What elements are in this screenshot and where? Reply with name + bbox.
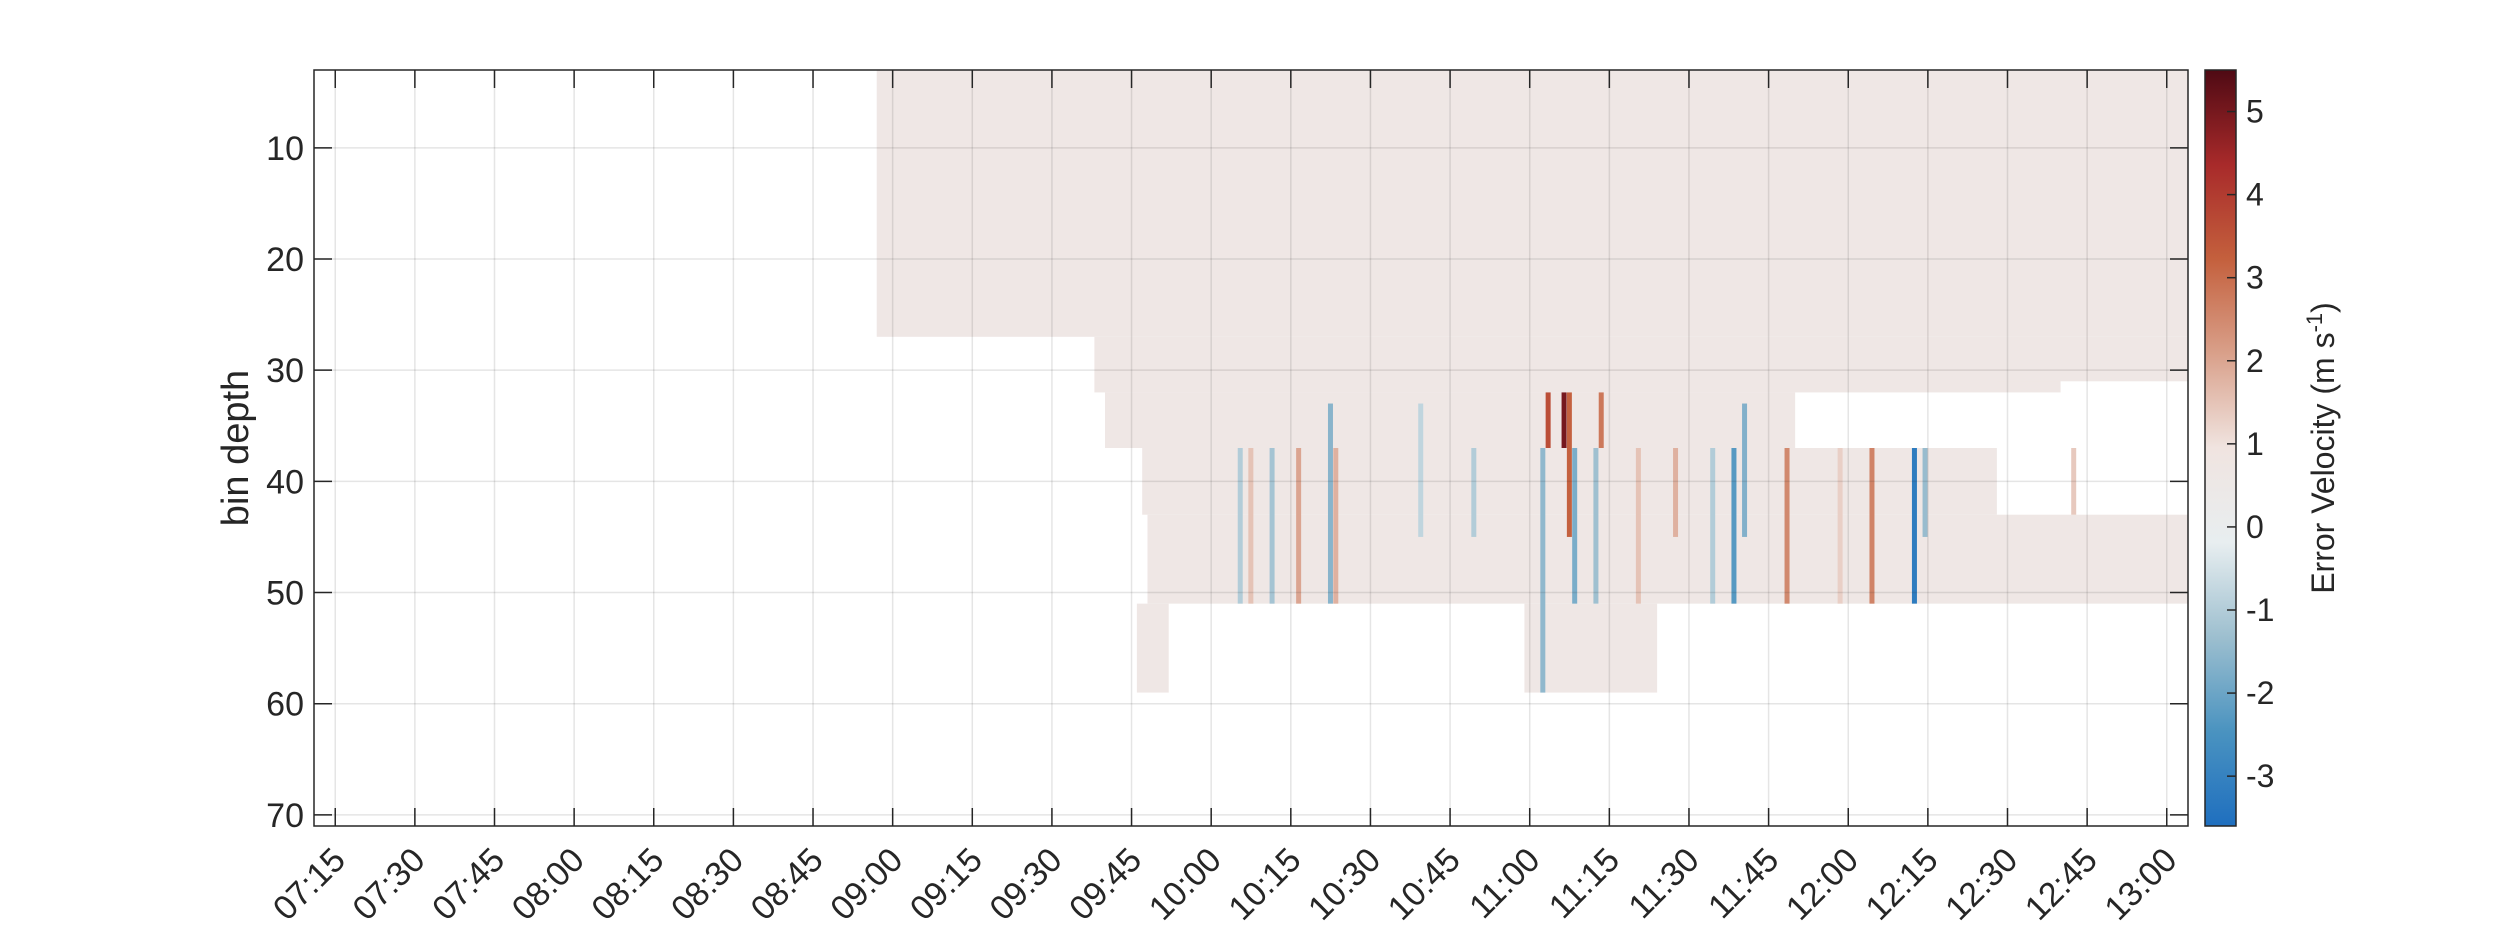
colorbar-tick-label: -1 [2246, 592, 2274, 628]
heatmap-region [1105, 392, 1796, 448]
heatmap-stripe [1471, 448, 1477, 537]
heatmap-stripe [1566, 392, 1572, 537]
y-tick-label: 10 [266, 130, 304, 168]
heatmap-stripe [1327, 403, 1333, 604]
heatmap-stripe [1269, 448, 1275, 604]
x-tick-label: 12:45 [2018, 841, 2105, 928]
heatmap-region [1996, 336, 2188, 382]
x-tick-label: 08:45 [744, 841, 831, 928]
plot-frame [313, 69, 2189, 827]
heatmap-stripe [1540, 448, 1546, 693]
heatmap-stripe [1869, 448, 1875, 604]
heatmap-region [1147, 514, 2188, 604]
heatmap-stripe [1784, 448, 1790, 604]
x-tick-label: 09:45 [1062, 841, 1149, 928]
x-tick-label: 12:15 [1858, 841, 1945, 928]
x-tick-label: 11:30 [1621, 841, 1706, 926]
heatmap-stripe [1561, 392, 1567, 448]
heatmap-stripe [1710, 448, 1716, 604]
x-tick-label: 09:15 [903, 841, 990, 928]
x-tick-label: 09:30 [983, 841, 1070, 928]
heatmap-stripe [1911, 448, 1917, 604]
heatmap-stripe [1598, 392, 1604, 448]
colorbar-tick-label: 3 [2246, 260, 2264, 296]
x-tick-label: 11:45 [1701, 841, 1786, 926]
heatmap-stripe [1837, 448, 1843, 604]
x-tick-label: 07:15 [266, 841, 353, 928]
heatmap-region [1524, 603, 1658, 693]
colorbar-label-main: Error Velocity (m s [2305, 332, 2341, 593]
x-tick-label: 09:00 [823, 841, 910, 928]
x-tick-label: 07:45 [425, 841, 512, 928]
heatmap-stripe [1248, 448, 1254, 604]
heatmap-stripe [1418, 403, 1424, 537]
x-tick-label: 13:00 [2097, 841, 2184, 928]
y-tick-label: 70 [266, 797, 304, 835]
colorbar-label: Error Velocity (m s-1) [2302, 302, 2341, 594]
y-tick-label: 60 [266, 686, 304, 724]
y-tick-label: 40 [266, 463, 304, 501]
colorbar-label-end: ) [2305, 302, 2341, 313]
heatmap-region [1094, 336, 2061, 393]
heatmap-stripe [1635, 448, 1641, 604]
colorbar-gradient [2205, 70, 2236, 826]
y-tick-label: 30 [266, 352, 304, 390]
x-tick-label: 12:30 [1938, 841, 2025, 928]
y-tick-label: 50 [266, 575, 304, 613]
heatmap-region [1136, 603, 1169, 693]
heatmap-stripe [1333, 448, 1339, 604]
heatmap-stripe [1296, 448, 1302, 604]
x-tick-label: 10:45 [1381, 841, 1468, 928]
x-tick-label: 10:00 [1142, 841, 1229, 928]
heatmap-stripe [1545, 392, 1551, 448]
x-tick-label: 11:00 [1462, 841, 1547, 926]
x-tick-label: 08:30 [664, 841, 751, 928]
y-axis-label: bin depth [215, 370, 257, 526]
x-tick-label: 08:00 [505, 841, 592, 928]
heatmap-stripe [1673, 448, 1679, 537]
colorbar-tick-label: 0 [2246, 509, 2264, 545]
y-tick-label: 20 [266, 241, 304, 279]
colorbar-label-superscript: -1 [2302, 313, 2327, 333]
heatmap-stripe [1237, 448, 1243, 604]
heatmap-region [876, 70, 2188, 337]
y-axis: 10 20 30 40 50 60 70 [266, 130, 2188, 835]
heatmap-stripe [1922, 448, 1928, 537]
x-tick-label: 11:15 [1542, 841, 1627, 926]
heatmap-stripe [1572, 448, 1578, 604]
colorbar-tick-label: 2 [2246, 343, 2264, 379]
grid-lines [314, 70, 2188, 826]
x-tick-label: 10:15 [1221, 841, 1308, 928]
colorbar-frame [2204, 69, 2237, 827]
x-tick-label: 10:30 [1301, 841, 1388, 928]
heatmap-stripe [1742, 403, 1748, 537]
colorbar-tick-label: -3 [2246, 758, 2274, 794]
x-tick-label: 12:00 [1779, 841, 1866, 928]
colorbar-tick-label: 5 [2246, 94, 2264, 130]
heatmap-stripe [2071, 448, 2077, 515]
colorbar-tick-label: 1 [2246, 426, 2264, 462]
heatmap-cells [876, 70, 2188, 693]
colorbar-tick-label: 4 [2246, 177, 2264, 213]
colorbar-tick-label: -2 [2246, 675, 2274, 711]
colorbar: 5 4 3 2 1 0 -1 -2 -3 [2204, 69, 2274, 827]
heatmap-stripe [1593, 448, 1599, 604]
x-tick-label: 07:30 [345, 841, 432, 928]
heatmap-stripe [1731, 448, 1737, 604]
x-tick-label: 08:15 [584, 841, 671, 928]
